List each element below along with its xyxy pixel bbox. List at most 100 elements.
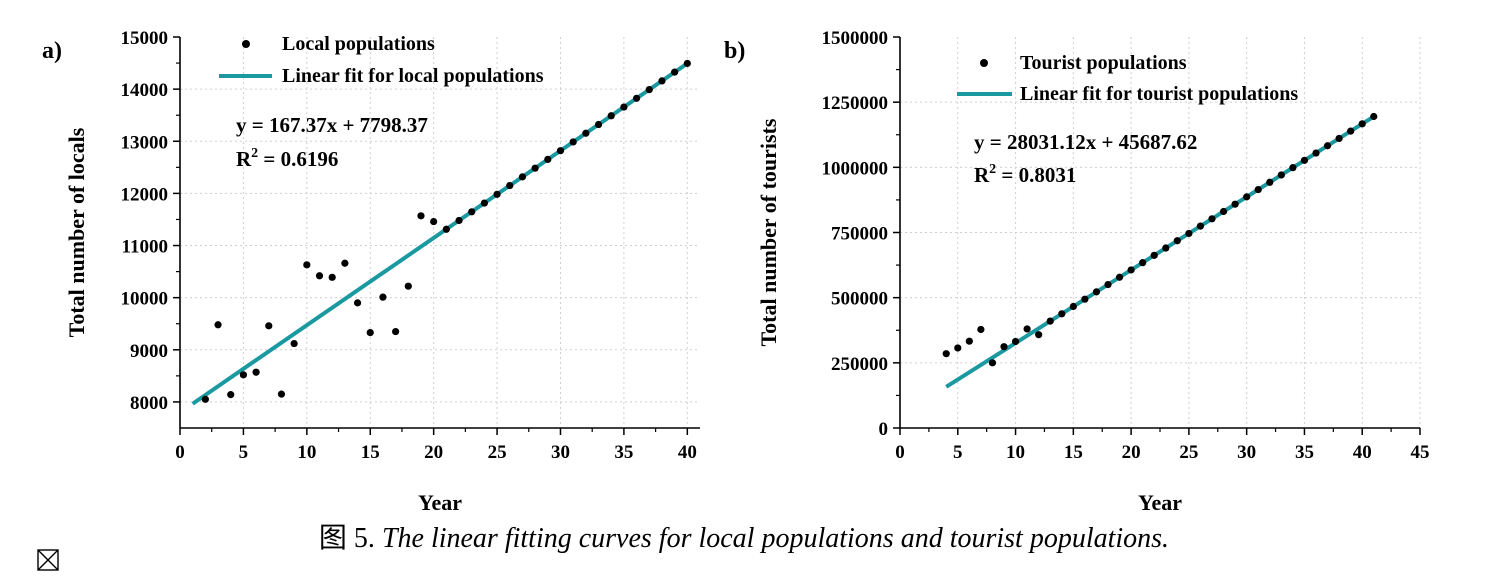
data-point bbox=[468, 208, 476, 216]
x-tick-label: 10 bbox=[297, 442, 316, 463]
y-tick-label: 11000 bbox=[122, 237, 168, 258]
y-tick-label: 8000 bbox=[130, 393, 168, 414]
y-tick-label: 1000000 bbox=[822, 158, 889, 179]
y-tick-label: 10000 bbox=[121, 289, 169, 310]
data-point bbox=[988, 359, 997, 367]
x-tick-label: 40 bbox=[1353, 442, 1372, 463]
data-point bbox=[531, 164, 539, 172]
legend-label-points: Tourist populations bbox=[1020, 52, 1187, 74]
data-point bbox=[1104, 280, 1112, 289]
fit-equation: y = 167.37x + 7798.37 bbox=[236, 113, 428, 137]
data-point bbox=[404, 282, 412, 290]
data-point bbox=[265, 322, 273, 330]
data-point bbox=[1266, 178, 1274, 186]
data-point bbox=[1312, 149, 1320, 157]
y-tick-label: 1500000 bbox=[822, 28, 889, 49]
data-point bbox=[942, 350, 950, 358]
x-tick-label: 0 bbox=[895, 442, 905, 463]
x-tick-label: 5 bbox=[239, 442, 249, 463]
data-point bbox=[341, 259, 349, 267]
x-axis-title: Year bbox=[418, 490, 462, 515]
data-point bbox=[1069, 302, 1077, 311]
y-tick-label: 1250000 bbox=[822, 93, 889, 114]
data-point bbox=[1092, 288, 1101, 296]
data-point bbox=[417, 212, 425, 220]
data-point bbox=[954, 344, 962, 352]
data-point bbox=[353, 299, 362, 307]
data-point bbox=[1081, 295, 1089, 303]
data-point bbox=[392, 327, 400, 336]
fit-line bbox=[945, 114, 1375, 389]
legend-label-fit: Linear fit for tourist populations bbox=[1020, 83, 1298, 105]
x-tick-label: 10 bbox=[1006, 442, 1025, 463]
data-point bbox=[1300, 156, 1309, 164]
y-tick-label: 14000 bbox=[121, 80, 169, 101]
data-point bbox=[1046, 317, 1054, 325]
x-tick-label: 30 bbox=[1237, 442, 1256, 463]
data-point bbox=[227, 391, 235, 399]
data-point bbox=[1323, 142, 1332, 150]
x-axis-title: Year bbox=[1138, 490, 1182, 515]
data-point bbox=[1035, 331, 1043, 339]
x-tick-label: 35 bbox=[1295, 442, 1314, 463]
fit-line bbox=[191, 61, 689, 406]
data-point bbox=[1196, 222, 1205, 230]
y-tick-label: 750000 bbox=[831, 224, 888, 245]
data-point bbox=[1173, 237, 1181, 245]
chart-panel-1: 0 5 10 15 20 25 30 35 40 8000 9000 10000 11000 12000 1… bbox=[42, 28, 700, 515]
data-point bbox=[277, 390, 286, 398]
data-point bbox=[1058, 310, 1066, 318]
x-tick-label: 30 bbox=[551, 442, 570, 463]
data-point bbox=[594, 120, 603, 129]
data-point bbox=[1370, 112, 1378, 121]
data-point bbox=[1231, 200, 1239, 208]
data-point bbox=[442, 225, 450, 233]
data-point bbox=[977, 325, 985, 334]
data-point bbox=[1185, 229, 1193, 238]
data-point bbox=[1127, 266, 1135, 274]
data-point bbox=[965, 337, 973, 345]
data-point bbox=[607, 112, 615, 120]
y-tick-label: 15000 bbox=[121, 28, 169, 49]
x-tick-label: 20 bbox=[424, 442, 443, 463]
data-point bbox=[1000, 343, 1008, 351]
panel-label: b) bbox=[724, 38, 745, 64]
x-tick-label: 25 bbox=[1179, 442, 1198, 463]
legend-label-fit: Linear fit for local populations bbox=[282, 65, 544, 87]
data-point bbox=[315, 272, 324, 280]
data-point bbox=[1277, 171, 1285, 179]
chart-panel-2: 0 5 10 15 20 25 30 35 40 45 0 250000 500000 750000 100… bbox=[724, 28, 1430, 515]
data-point bbox=[430, 217, 438, 226]
y-tick-label: 13000 bbox=[121, 132, 169, 153]
data-point bbox=[683, 59, 691, 68]
data-point bbox=[303, 261, 311, 269]
x-tick-label: 40 bbox=[678, 442, 697, 463]
data-point bbox=[1115, 273, 1124, 281]
x-tick-label: 0 bbox=[175, 442, 185, 463]
x-tick-label: 20 bbox=[1122, 442, 1141, 463]
data-point bbox=[480, 199, 488, 207]
data-point bbox=[1023, 325, 1031, 333]
data-point bbox=[671, 68, 679, 76]
x-tick-label: 35 bbox=[614, 442, 633, 463]
legend: Tourist populations Linear fit for touris… bbox=[957, 52, 1298, 105]
data-point bbox=[1347, 127, 1355, 135]
data-point bbox=[201, 395, 209, 403]
data-point bbox=[1243, 193, 1251, 201]
legend: Local populations Linear fit for local po… bbox=[219, 33, 544, 87]
x-tick-label: 45 bbox=[1411, 442, 1430, 463]
r-squared: R2 = 0.8031 bbox=[974, 162, 1076, 187]
data-point bbox=[569, 138, 577, 146]
y-tick-label: 9000 bbox=[130, 341, 168, 362]
x-tick-label: 15 bbox=[1064, 442, 1083, 463]
data-point bbox=[366, 328, 374, 337]
legend-marker-points bbox=[980, 59, 988, 67]
data-point bbox=[544, 155, 552, 164]
caption-text: The linear fitting curves for local popu… bbox=[374, 523, 1170, 554]
y-axis-title: Total number of tourists bbox=[756, 118, 781, 346]
fit-equation: y = 28031.12x + 45687.62 bbox=[974, 130, 1197, 154]
data-point bbox=[1139, 259, 1147, 267]
data-point bbox=[379, 293, 387, 301]
data-point bbox=[1208, 215, 1216, 223]
data-point bbox=[1335, 134, 1343, 143]
